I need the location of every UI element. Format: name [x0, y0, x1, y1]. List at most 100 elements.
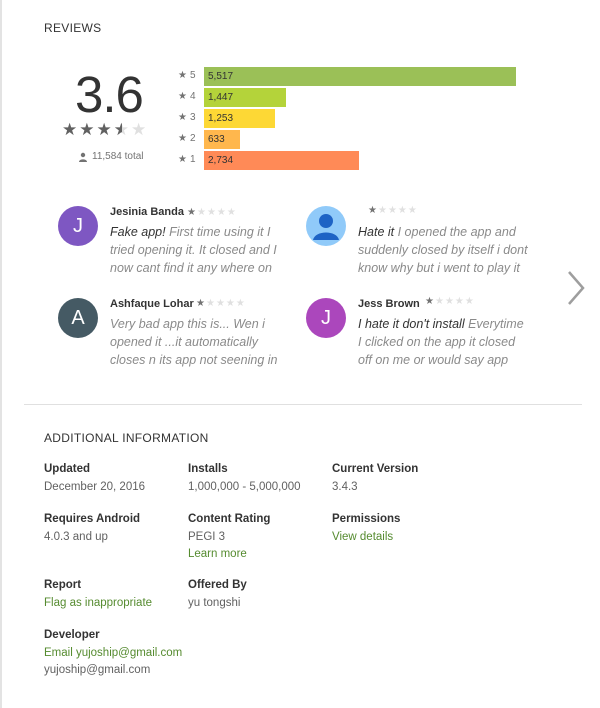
star-empty-icon: ★ [131, 120, 149, 139]
info-current-version: Current Version 3.4.3 [332, 463, 472, 496]
info-requires-android: Requires Android 4.0.3 and up [44, 513, 184, 546]
review-rating: ★★★★★ [196, 299, 246, 309]
star-empty-icon: ★ [454, 296, 465, 307]
avatar[interactable]: J [58, 206, 98, 246]
reviews-heading: REVIEWS [44, 21, 102, 35]
star-icon: ★ [178, 91, 187, 102]
total-ratings-text: 11,584 total [92, 151, 144, 162]
star-icon: ★ [178, 154, 187, 165]
star-icon: ★ [178, 112, 187, 123]
review-body: First time using it I tried opening it. … [110, 225, 277, 275]
star-empty-icon: ★ [434, 296, 445, 307]
info-report: Report Flag as inappropriate [44, 579, 184, 612]
section-divider [24, 404, 582, 405]
installs-value: 1,000,000 - 5,000,000 [188, 481, 301, 493]
histogram-star-number: 2 [189, 133, 196, 144]
info-permissions: Permissions View details [332, 513, 472, 546]
histogram-star-label: ★ 3 [178, 112, 200, 123]
histogram-bar: 633 [204, 130, 240, 149]
average-stars: ★★★★ ★ [62, 121, 148, 138]
histogram-star-label: ★ 5 [178, 70, 200, 81]
star-empty-icon: ★ [377, 205, 388, 216]
histogram-count: 5,517 [208, 71, 234, 82]
total-ratings: 11,584 total [78, 151, 144, 162]
developer-email-link[interactable]: Email yujoship@gmail.com [44, 647, 183, 659]
review-body: I opened the app and suddenly closed by … [358, 225, 528, 275]
review-rating: ★★★★★ [425, 297, 475, 307]
info-installs: Installs 1,000,000 - 5,000,000 [188, 463, 328, 496]
star-empty-icon: ★ [225, 298, 236, 309]
star-empty-icon: ★ [205, 298, 216, 309]
offered-by-label: Offered By [188, 579, 247, 591]
review-title: I hate it don't install [358, 317, 465, 331]
permissions-label: Permissions [332, 513, 401, 525]
review-body: Everytime I clicked on the app it closed… [358, 317, 524, 367]
star-empty-icon: ★ [206, 207, 217, 218]
star-full-icon: ★ [79, 120, 97, 139]
review-title: Hate it [358, 225, 395, 239]
reviewer-name: Ashfaque Lohar [110, 298, 194, 310]
star-empty-icon: ★ [226, 207, 237, 218]
content-rating-label: Content Rating [188, 513, 271, 525]
star-empty-icon: ★ [397, 205, 408, 216]
review-text: I hate it don't install Everytime I clic… [358, 315, 530, 371]
histogram-star-number: 1 [189, 154, 196, 165]
offered-by-value: yu tongshi [188, 597, 241, 609]
avatar[interactable] [306, 206, 346, 246]
avatar[interactable]: J [306, 298, 346, 338]
requires-android-value: 4.0.3 and up [44, 531, 108, 543]
current-version-label: Current Version [332, 463, 419, 475]
star-empty-icon: ★ [444, 296, 455, 307]
content-rating-value: PEGI 3 [188, 531, 226, 543]
info-content-rating: Content Rating PEGI 3 Learn more [188, 513, 328, 563]
star-icon: ★ [178, 70, 187, 81]
review-text: Fake app! First time using it I tried op… [110, 223, 282, 279]
avatar[interactable]: A [58, 298, 98, 338]
star-half-icon: ★ [114, 121, 131, 138]
review-body: Very bad app this is... Wen i opened it … [110, 317, 278, 367]
info-updated: Updated December 20, 2016 [44, 463, 184, 496]
star-icon: ★ [178, 133, 187, 144]
histogram-count: 633 [208, 134, 225, 145]
histogram-bar: 2,734 [204, 151, 359, 170]
requires-android-label: Requires Android [44, 513, 141, 525]
review-text: Very bad app this is... Wen i opened it … [110, 315, 282, 371]
flag-inappropriate-link[interactable]: Flag as inappropriate [44, 597, 153, 609]
page-left-border [0, 0, 2, 708]
updated-value: December 20, 2016 [44, 481, 146, 493]
reviewer-name: Jess Brown [358, 298, 420, 310]
star-full-icon: ★ [62, 120, 80, 139]
view-details-link[interactable]: View details [332, 531, 394, 543]
additional-info-heading: ADDITIONAL INFORMATION [44, 431, 209, 445]
histogram-star-label: ★ 2 [178, 133, 200, 144]
histogram-star-number: 4 [189, 91, 196, 102]
updated-label: Updated [44, 463, 90, 475]
star-full-icon: ★ [96, 120, 114, 139]
developer-label: Developer [44, 629, 100, 641]
histogram-star-number: 5 [189, 70, 196, 81]
star-empty-icon: ★ [196, 207, 207, 218]
review-rating: ★★★★★ [187, 208, 237, 218]
star-empty-icon: ★ [387, 205, 398, 216]
review-text: Hate it I opened the app and suddenly cl… [358, 223, 530, 279]
histogram-bar: 1,447 [204, 88, 286, 107]
average-score: 3.6 [75, 66, 144, 123]
reviewer-name: Jesinia Banda [110, 206, 184, 218]
histogram-count: 2,734 [208, 155, 234, 166]
next-arrow-icon[interactable] [566, 270, 586, 306]
histogram-star-number: 3 [189, 112, 196, 123]
learn-more-link[interactable]: Learn more [188, 548, 247, 560]
developer-email-text: yujoship@gmail.com [44, 664, 151, 676]
star-empty-icon: ★ [464, 296, 475, 307]
star-empty-icon: ★ [235, 298, 246, 309]
histogram-star-label: ★ 4 [178, 91, 200, 102]
histogram-star-label: ★ 1 [178, 154, 200, 165]
installs-label: Installs [188, 463, 228, 475]
info-offered-by: Offered By yu tongshi [188, 579, 328, 612]
star-empty-icon: ★ [215, 298, 226, 309]
star-full-icon: ★ [425, 296, 435, 307]
histogram-count: 1,447 [208, 92, 234, 103]
histogram-bar: 1,253 [204, 109, 275, 128]
star-empty-icon: ★ [216, 207, 227, 218]
review-rating: ★★★★★ [368, 206, 418, 216]
